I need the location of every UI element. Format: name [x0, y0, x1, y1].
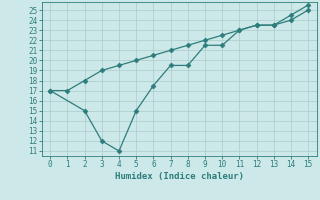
X-axis label: Humidex (Indice chaleur): Humidex (Indice chaleur): [115, 172, 244, 181]
